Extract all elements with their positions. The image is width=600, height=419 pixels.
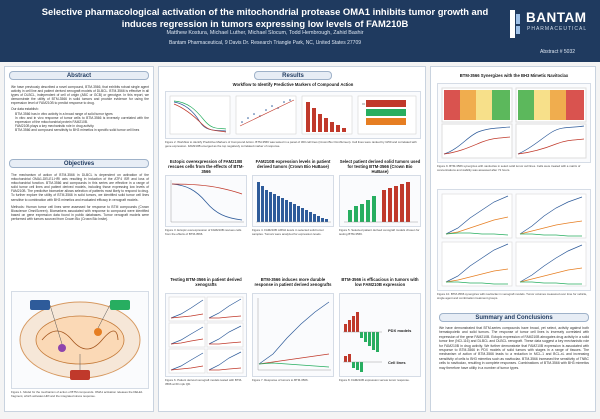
cell-lines-label: Cell lines bbox=[388, 360, 406, 365]
middle-column: Results Workflow to Identify Predictive … bbox=[158, 66, 426, 412]
panel-caption: Figure 6. Patient derived xenograft mode… bbox=[165, 378, 242, 386]
rescue-chart bbox=[165, 175, 247, 227]
panel-caption: Figure 8. FAM210B expression versus tumo… bbox=[339, 378, 410, 382]
summary-heading: Summary and Conclusions bbox=[439, 313, 589, 322]
panel-title: BTM-3566 induces more durable response i… bbox=[254, 277, 332, 287]
rescue-chart-svg bbox=[170, 180, 244, 223]
panel-title: Select patient derived solid tumors used… bbox=[339, 159, 421, 174]
poster-authors: Matthew Kostura, Michael Luther, Michael… bbox=[166, 30, 364, 36]
panel-caption: Figure 5. Selected patient derived xenog… bbox=[339, 228, 420, 236]
objectives-body: The mechanism of action of BTM-3566 in D… bbox=[11, 173, 149, 221]
right-column: BTM-3566 Synergizes with the BH3 Mimetic… bbox=[430, 66, 596, 412]
summary-text: We have demonstrated that BTM-series com… bbox=[439, 326, 589, 370]
panel-title: BTM-3566 is efficacious in tumors with l… bbox=[341, 277, 419, 287]
abstract-paragraph: We have previously described a novel com… bbox=[11, 85, 149, 106]
abstract-bullet: In vitro and in vivo response of tumor c… bbox=[15, 115, 149, 124]
panel-caption: Figure 4. FAM210B mRNA levels in selecte… bbox=[252, 228, 324, 236]
abstract-bullet: BTM-3566 and compound sensitivity to BH3… bbox=[15, 127, 140, 132]
bantam-logo: BANTAM PHARMACEUTICAL bbox=[510, 4, 595, 44]
xenograft-charts bbox=[437, 189, 591, 291]
abstract-paragraph: Our data establish: bbox=[11, 107, 39, 112]
pdx-growth-charts bbox=[165, 293, 247, 377]
methods-text: Methods: Human tumor cell lines were ass… bbox=[11, 204, 149, 221]
expression-chart bbox=[252, 175, 334, 227]
pdx-growth-svg bbox=[168, 296, 244, 374]
xenograft-caption: Figure 10. BTM-3566 synergizes with navi… bbox=[437, 292, 588, 300]
results-heading: Results bbox=[254, 71, 332, 80]
abstract-body: We have previously described a novel com… bbox=[11, 85, 149, 132]
synergy-caption: Figure 9. BTM-3566 synergizes with navit… bbox=[437, 164, 581, 172]
xenograft-charts-svg bbox=[441, 193, 587, 287]
durable-response-svg bbox=[257, 298, 331, 371]
synergy-title: BTM-3566 Synergizes with the BH3 Mimetic… bbox=[459, 73, 569, 78]
workflow-caption: Figure 2. Workflow to identify Predictiv… bbox=[165, 140, 417, 148]
logo-wordmark: BANTAM bbox=[526, 10, 587, 25]
panel-title: Testing BTM-3566 in patient derived xeno… bbox=[170, 277, 242, 287]
panel-title: Ectopic overexpression of FAM210B rescue… bbox=[168, 159, 244, 174]
low-fam210b-chart: PDX models Cell lines bbox=[339, 293, 421, 377]
synergy-heatmaps bbox=[437, 83, 591, 163]
synergy-heatmaps-svg bbox=[441, 87, 587, 159]
workflow-title: Workflow to Identify Predictive Markers … bbox=[232, 82, 354, 87]
pdx-models-label: PDX models bbox=[388, 328, 412, 333]
selected-tumors-chart bbox=[339, 175, 421, 227]
poster-affiliation: Bantam Pharmaceutical, 9 Davis Dr. Resea… bbox=[168, 40, 362, 46]
poster-title: Selective pharmacological activation of … bbox=[41, 6, 489, 29]
panel-caption: Figure 7. Response of tumors to BTM-3566… bbox=[252, 378, 309, 382]
left-column: Abstract We have previously described a … bbox=[4, 66, 154, 412]
panel-title: FAM210B expression levels in patient der… bbox=[255, 159, 331, 169]
abstract-number: Abstract # 5032 bbox=[540, 49, 576, 55]
moa-diagram bbox=[19, 300, 141, 380]
abstract-bullet: FAM210B plays a key mechanistic role in … bbox=[15, 123, 95, 128]
expression-chart-svg bbox=[256, 182, 331, 223]
objectives-text: The mechanism of action of BTM-3566 in D… bbox=[11, 173, 149, 202]
poster-header: Selective pharmacological activation of … bbox=[0, 0, 600, 62]
durable-response-chart bbox=[252, 293, 334, 377]
logo-mark-icon bbox=[510, 10, 520, 38]
low-fam210b-svg bbox=[343, 312, 382, 372]
abstract-heading: Abstract bbox=[9, 71, 149, 80]
moa-figure bbox=[11, 291, 149, 389]
selected-tumors-svg bbox=[344, 182, 418, 223]
panel-caption: Figure 3. Ectopic overexpression of FAM2… bbox=[165, 228, 242, 236]
objectives-heading: Objectives bbox=[9, 159, 149, 168]
workflow-figure bbox=[165, 91, 421, 139]
logo-subtitle: PHARMACEUTICAL bbox=[527, 26, 588, 32]
abstract-bullet: BTM-3566 has in vitro activity in a broa… bbox=[15, 111, 113, 116]
moa-caption: Figure 1. Model for the mechanism of act… bbox=[11, 390, 143, 398]
workflow-charts bbox=[169, 95, 417, 135]
